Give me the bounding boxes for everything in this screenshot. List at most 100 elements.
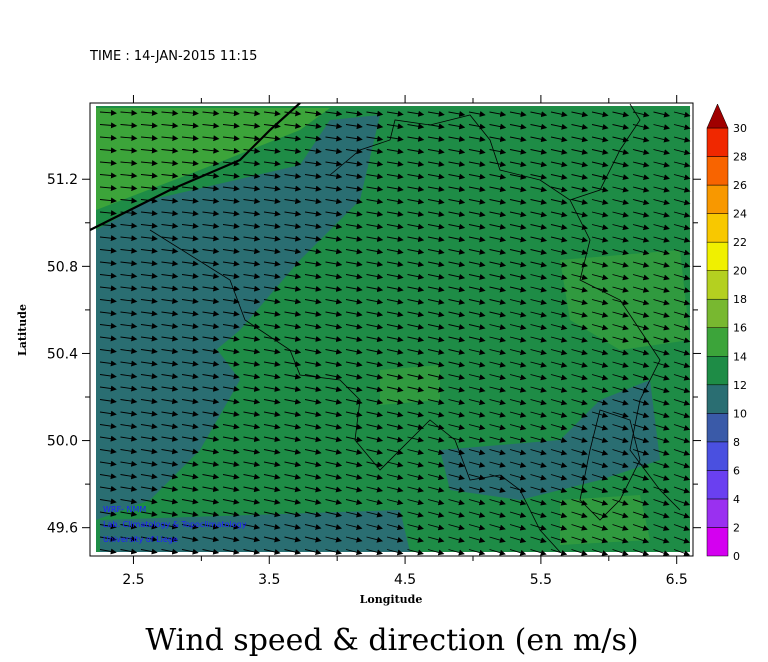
- wind-arrow: [468, 486, 486, 493]
- wind-arrow: [304, 511, 322, 518]
- wind-arrow: [468, 211, 486, 218]
- wind-arrow: [653, 399, 670, 406]
- wind-arrow: [345, 311, 363, 318]
- wind-arrow: [612, 399, 629, 406]
- wind-arrow: [161, 335, 179, 342]
- colorbar-label: 6: [733, 464, 740, 477]
- wind-arrow: [222, 185, 240, 192]
- wind-arrow: [366, 210, 384, 217]
- wind-arrow: [591, 249, 609, 256]
- wind-arrow: [489, 236, 507, 243]
- wind-arrow: [448, 136, 466, 142]
- wind-arrow: [632, 349, 650, 356]
- wind-arrow: [161, 536, 179, 543]
- wind-arrow: [325, 160, 343, 167]
- wind-arrow: [181, 435, 199, 442]
- wind-arrow: [632, 336, 650, 343]
- wind-arrow: [550, 173, 568, 180]
- wind-arrow: [653, 424, 670, 431]
- wind-arrow: [120, 247, 138, 254]
- wind-arrow: [181, 160, 199, 167]
- wind-arrow: [304, 273, 322, 280]
- wind-arrow: [571, 324, 588, 331]
- wind-arrow: [448, 361, 466, 368]
- wind-arrow: [202, 147, 220, 154]
- wind-arrow: [222, 235, 240, 242]
- wind-arrow: [448, 186, 466, 193]
- wind-arrow: [202, 260, 220, 267]
- wind-arrow: [181, 197, 199, 204]
- wind-arrow: [468, 173, 486, 180]
- wind-arrow: [448, 236, 466, 243]
- wind-arrow: [243, 360, 261, 367]
- credit: University of Liege: [103, 535, 178, 544]
- wind-arrow: [612, 261, 629, 268]
- wind-arrow: [161, 348, 179, 355]
- wind-arrow: [591, 211, 609, 218]
- wind-arrow: [263, 436, 281, 443]
- wind-arrow: [386, 511, 404, 518]
- field-high: [560, 495, 650, 545]
- wind-arrow: [550, 499, 568, 506]
- wind-arrow: [612, 499, 629, 506]
- wind-arrow: [468, 223, 486, 230]
- wind-arrow: [222, 411, 240, 417]
- wind-arrow: [202, 398, 220, 405]
- wind-arrow: [427, 424, 445, 431]
- wind-arrow: [140, 348, 158, 355]
- wind-arrow: [181, 147, 199, 154]
- wind-arrow: [99, 172, 117, 179]
- wind-arrow: [673, 186, 691, 193]
- wind-arrow: [407, 461, 424, 468]
- wind-arrow: [304, 235, 322, 242]
- wind-arrow: [243, 386, 261, 392]
- wind-arrow: [304, 198, 322, 205]
- wind-arrow: [591, 486, 609, 494]
- wind-arrow: [243, 160, 261, 167]
- wind-arrow: [366, 185, 384, 192]
- wind-arrow: [263, 386, 281, 392]
- wind-arrow: [120, 160, 138, 167]
- wind-arrow: [140, 210, 158, 217]
- wind-arrow: [509, 148, 527, 155]
- wind-arrow: [550, 261, 568, 268]
- wind-arrow: [591, 411, 609, 418]
- wind-arrow: [99, 335, 117, 342]
- wind-arrow: [140, 235, 158, 242]
- wind-arrow: [140, 536, 158, 542]
- colorbar-label: 18: [733, 293, 747, 306]
- wind-arrow: [612, 286, 629, 293]
- wind-arrow: [345, 298, 363, 305]
- wind-arrow: [366, 361, 384, 368]
- wind-arrow: [366, 248, 384, 255]
- wind-arrow: [427, 436, 445, 443]
- wind-arrow: [653, 136, 671, 143]
- wind-arrow: [386, 135, 404, 142]
- wind-arrow: [653, 549, 670, 556]
- colorbar-label: 28: [733, 151, 747, 164]
- wind-arrow: [489, 198, 507, 205]
- wind-arrow: [345, 524, 363, 531]
- wind-arrow: [263, 523, 281, 530]
- wind-arrow: [325, 311, 343, 317]
- wind-arrow: [243, 248, 261, 255]
- wind-arrow: [202, 323, 220, 330]
- border: [569, 103, 641, 201]
- wind-arrow: [263, 185, 281, 192]
- wind-arrow: [181, 122, 199, 129]
- wind-arrow: [386, 373, 404, 380]
- wind-arrow: [407, 436, 425, 443]
- wind-arrow: [550, 336, 568, 343]
- wind-arrow: [468, 349, 486, 355]
- wind-arrow: [530, 349, 547, 356]
- wind-arrow: [120, 134, 138, 141]
- wind-arrow: [181, 461, 199, 467]
- wind-arrow: [161, 185, 179, 192]
- wind-arrow: [509, 411, 527, 418]
- wind-arrow: [366, 148, 384, 155]
- wind-arrow: [161, 385, 179, 392]
- wind-arrow: [612, 386, 629, 393]
- wind-arrow: [345, 110, 363, 117]
- wind-arrow: [284, 524, 302, 530]
- wind-arrow: [632, 136, 650, 143]
